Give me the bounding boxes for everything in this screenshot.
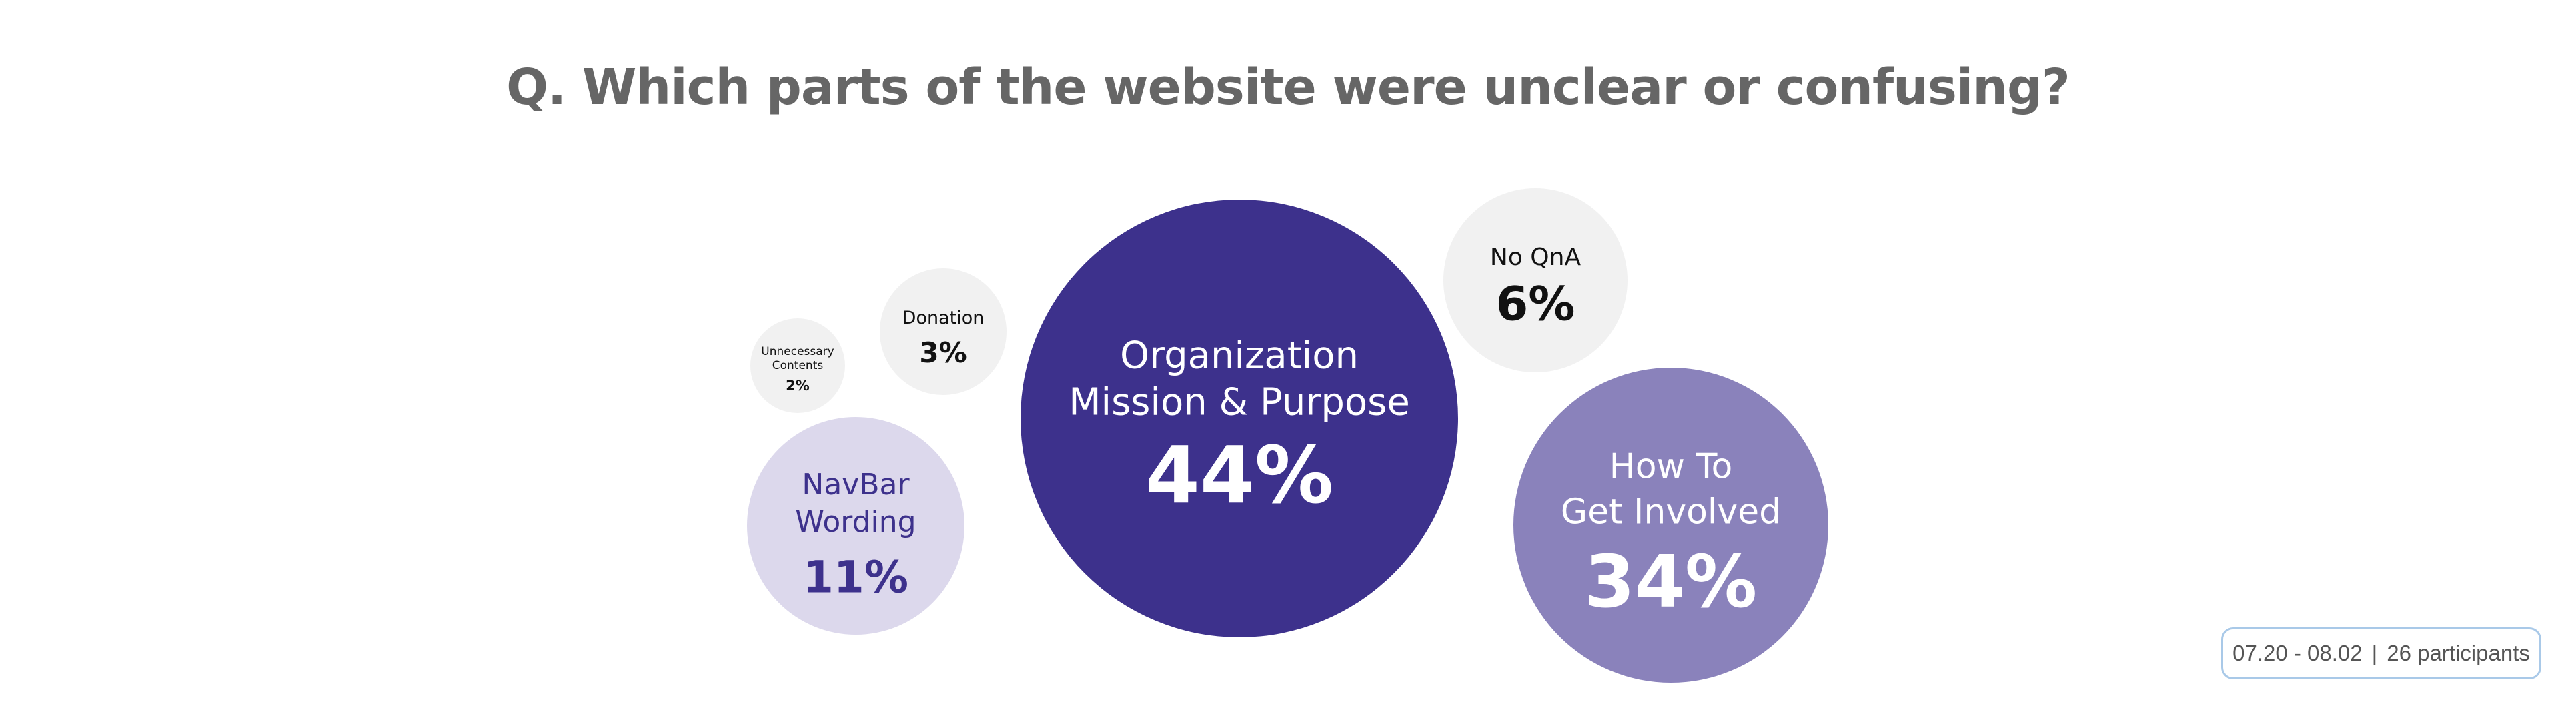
bubble-1: How To Get Involved 34% bbox=[1513, 368, 1828, 683]
bubble-label-line: Donation bbox=[902, 308, 985, 328]
bubble-label-line: NavBar bbox=[802, 468, 910, 502]
bubble-value: 6% bbox=[1496, 276, 1575, 331]
bubble-circle bbox=[880, 268, 1007, 395]
bubble-value: 2% bbox=[786, 378, 810, 394]
chart-title: Q. Which parts of the website were uncle… bbox=[506, 59, 2070, 116]
bubble-label-line: How To bbox=[1609, 447, 1733, 487]
date-range: 07.20 - 08.02 bbox=[2232, 641, 2363, 665]
bubble-circle bbox=[750, 318, 845, 413]
date-participants-badge: 07.20 - 08.02 | 26 participants bbox=[2221, 627, 2541, 679]
bubble-value: 44% bbox=[1145, 429, 1333, 521]
bubble-label-line: Wording bbox=[795, 505, 916, 539]
bubble-value: 11% bbox=[803, 551, 908, 603]
bubble-4: Donation 3% bbox=[880, 268, 1007, 395]
bubble-label-line: Organization bbox=[1120, 334, 1359, 377]
bubble-label-line: Contents bbox=[772, 359, 824, 372]
bubble-circle bbox=[1021, 200, 1458, 637]
bubble-circle bbox=[1443, 188, 1628, 372]
bubble-value: 3% bbox=[919, 336, 967, 369]
bubble-label-line: Get Involved bbox=[1561, 492, 1781, 532]
bubble-label-line: No QnA bbox=[1490, 244, 1581, 271]
participant-count: 26 participants bbox=[2387, 641, 2530, 665]
bubble-circle bbox=[747, 417, 964, 635]
badge-separator: | bbox=[2371, 641, 2378, 665]
bubble-label-line: Unnecessary bbox=[761, 345, 834, 358]
bubble-label-line: Mission & Purpose bbox=[1069, 380, 1410, 424]
bubble-3: No QnA 6% bbox=[1443, 188, 1628, 372]
bubble-value: 34% bbox=[1585, 540, 1758, 624]
bubble-circle bbox=[1513, 368, 1828, 683]
